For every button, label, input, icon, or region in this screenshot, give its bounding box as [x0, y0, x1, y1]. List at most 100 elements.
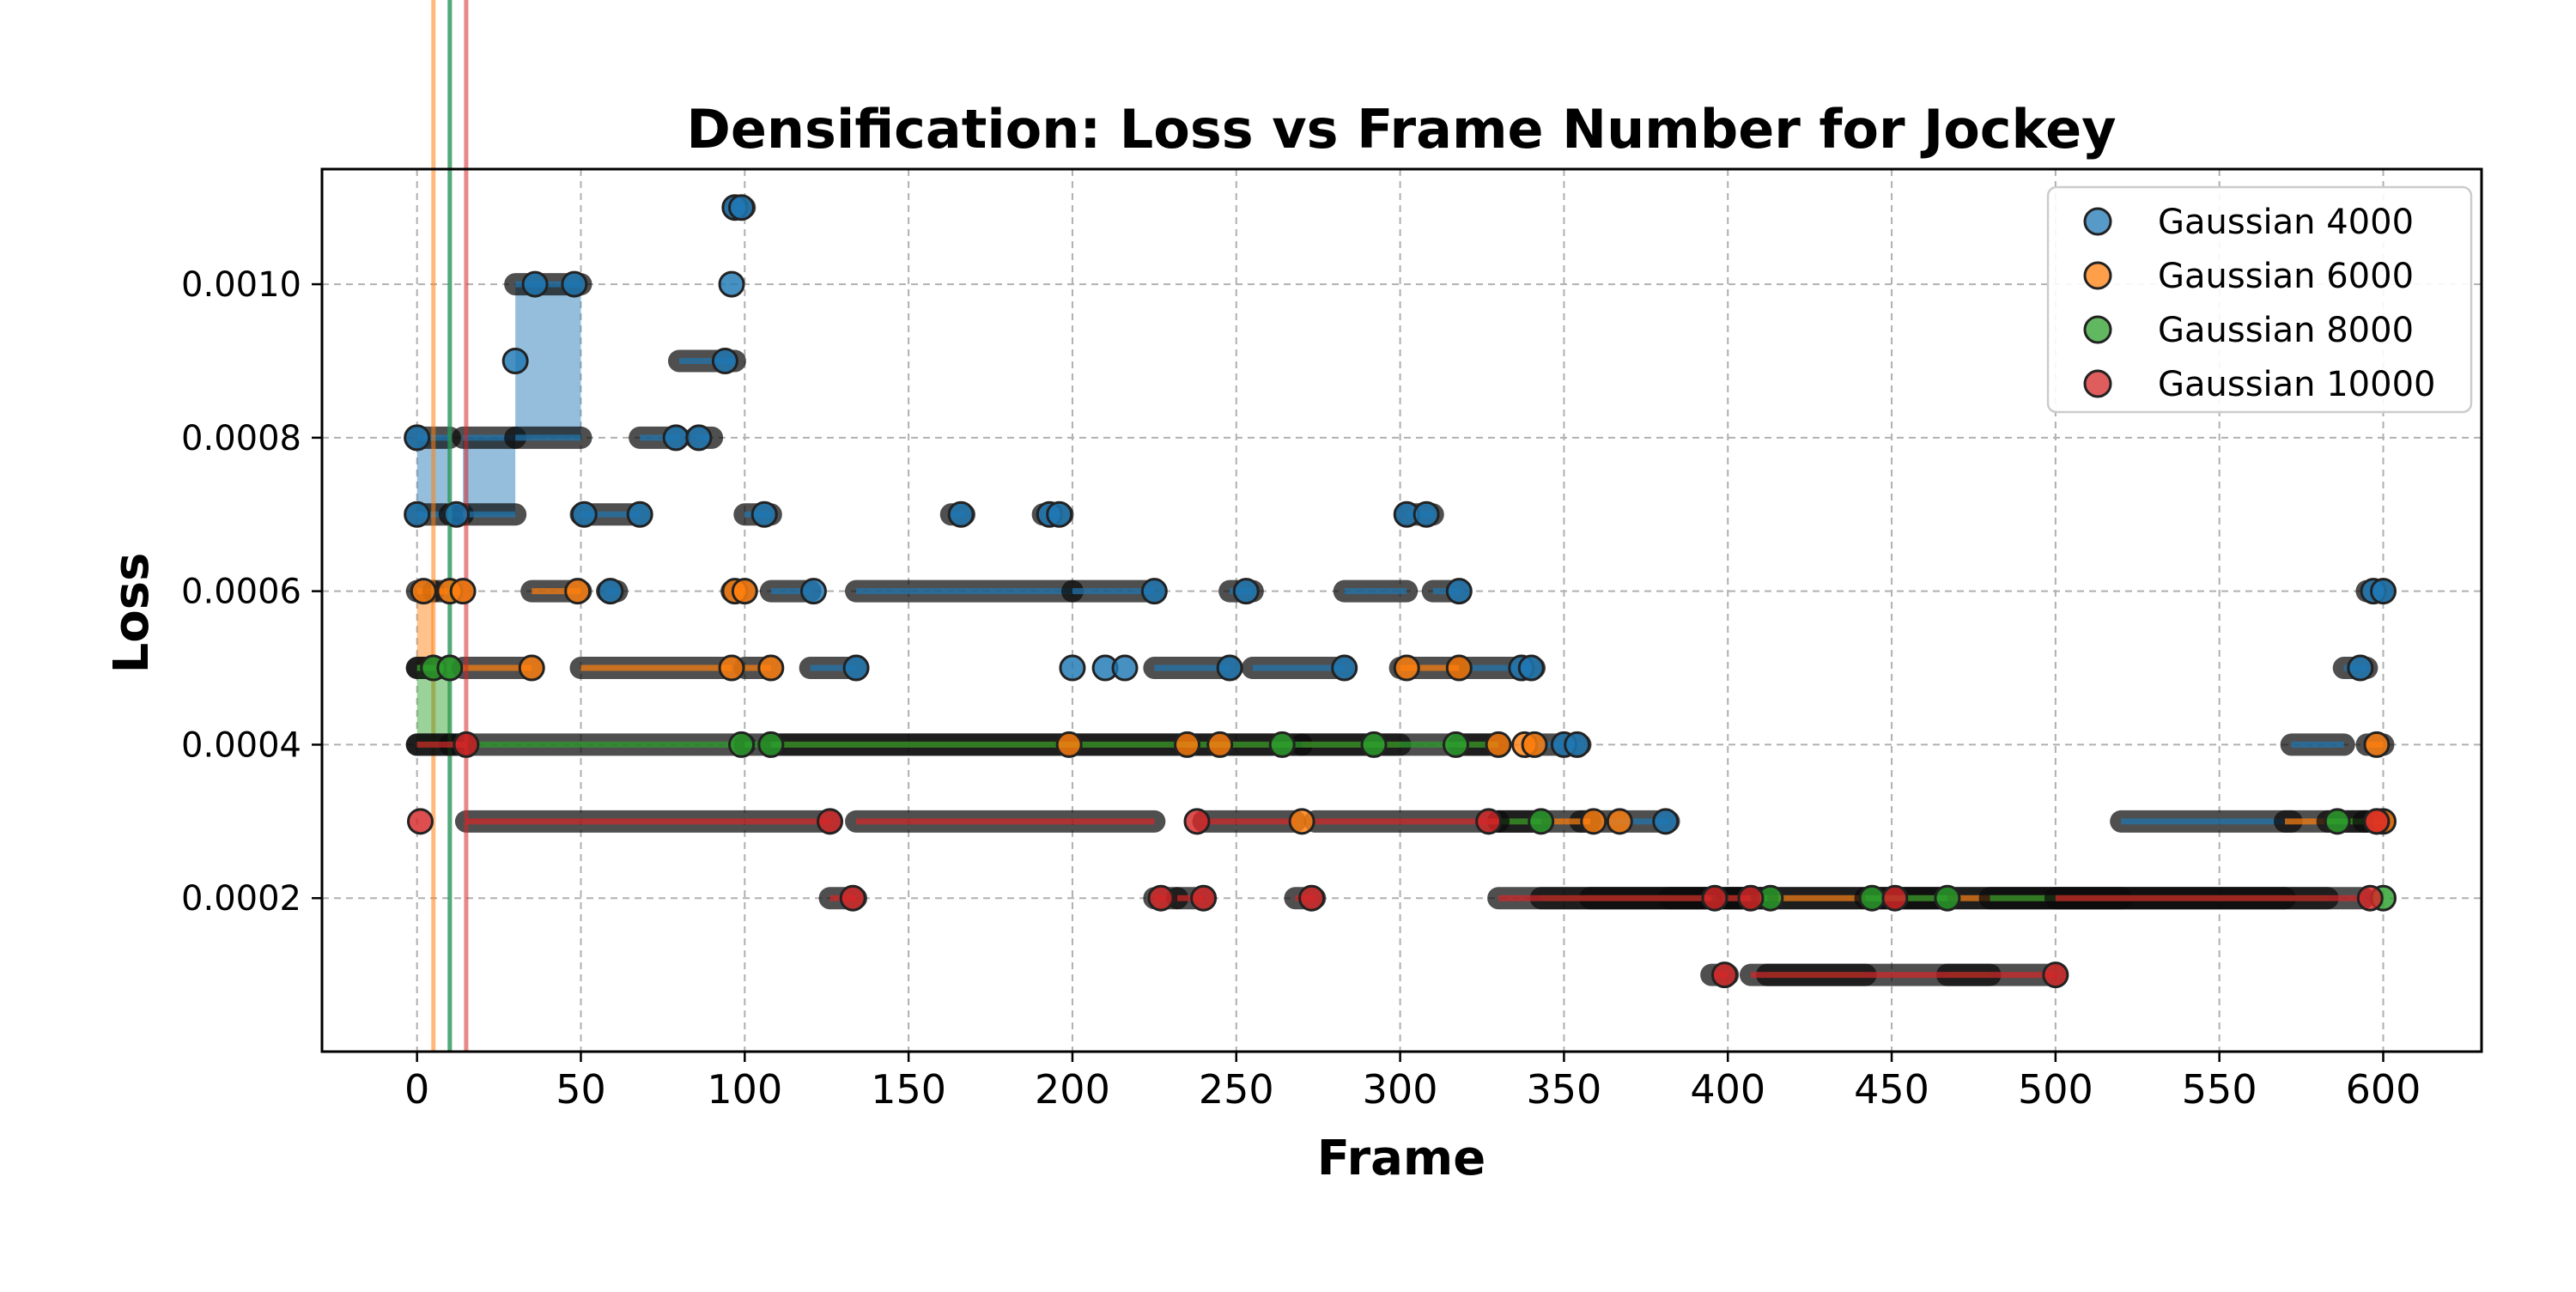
data-point [1580, 808, 1607, 835]
x-tick-label: 500 [2018, 1066, 2093, 1113]
data-point [2356, 884, 2384, 912]
data-point [406, 808, 434, 835]
data-point [1710, 961, 1738, 989]
data-point [1652, 808, 1680, 835]
x-tick-label: 150 [871, 1066, 946, 1113]
legend-marker [2083, 261, 2112, 290]
axis-ticks: 0 50 100 150 200 250 300 350 400 450 500 550 600 0.00… [181, 265, 2421, 1113]
data-point [1485, 731, 1512, 758]
data-point [757, 731, 785, 758]
data-point [449, 578, 477, 605]
data-point [799, 578, 827, 605]
series-band [416, 591, 434, 669]
data-point [2347, 654, 2374, 682]
data-point [718, 654, 745, 682]
x-axis-label: Frame [1317, 1131, 1485, 1186]
data-point [1564, 731, 1591, 758]
data-point [442, 500, 470, 528]
data-point [597, 578, 624, 605]
data-point [1517, 654, 1545, 682]
data-point [1288, 808, 1315, 835]
x-tick-label: 450 [1854, 1066, 1929, 1113]
data-point [404, 424, 431, 452]
data-point [561, 270, 588, 298]
legend-marker [2083, 207, 2112, 236]
x-tick-label: 0 [404, 1066, 429, 1113]
data-point [1298, 884, 1326, 912]
y-tick-label: 0.0008 [181, 419, 301, 458]
data-point [1701, 884, 1728, 912]
data-point [947, 500, 975, 528]
x-tick-label: 350 [1527, 1066, 1602, 1113]
data-point [685, 424, 713, 452]
data-point [1216, 654, 1243, 682]
data-point [1046, 500, 1073, 528]
data-point [453, 731, 480, 758]
legend-label: Gaussian 4000 [2158, 203, 2414, 242]
data-point [626, 500, 653, 528]
data-point [518, 654, 545, 682]
x-tick-label: 250 [1199, 1066, 1274, 1113]
data-point [1331, 654, 1358, 682]
x-tick-label: 50 [556, 1066, 606, 1113]
data-point [842, 654, 870, 682]
data-point [436, 654, 464, 682]
data-point [410, 578, 437, 605]
data-point [1140, 578, 1168, 605]
data-point [727, 731, 755, 758]
legend-marker [2083, 315, 2112, 344]
data-point [1174, 731, 1201, 758]
y-tick-label: 0.0006 [181, 573, 301, 612]
x-tick-label: 550 [2182, 1066, 2257, 1113]
data-point [1206, 731, 1234, 758]
plot-frame [320, 167, 2483, 1053]
data-point [521, 270, 549, 298]
data-point [1147, 884, 1175, 912]
legend: Gaussian 4000 Gaussian 6000 Gaussian 8000 G… [2046, 185, 2473, 414]
data-point [2363, 731, 2391, 758]
data-point [1521, 731, 1548, 758]
legend-box [2046, 185, 2473, 414]
data-point [1475, 808, 1503, 835]
data-point [2042, 961, 2069, 989]
data-point [1111, 654, 1139, 682]
data-point [1445, 654, 1473, 682]
data-point [1232, 578, 1260, 605]
legend-label: Gaussian 8000 [2158, 311, 2414, 350]
y-tick-label: 0.0010 [181, 265, 301, 305]
data-point [1606, 808, 1633, 835]
x-tick-label: 200 [1035, 1066, 1110, 1113]
data-point [404, 500, 431, 528]
data-point [1393, 654, 1420, 682]
data-point [662, 424, 690, 452]
data-point [1445, 578, 1473, 605]
data-point [1737, 884, 1765, 912]
data-point [570, 500, 598, 528]
data-point [839, 884, 866, 912]
legend-label: Gaussian 10000 [2158, 365, 2435, 404]
data-point [1183, 808, 1211, 835]
data-point [1055, 731, 1083, 758]
data-point [2363, 808, 2391, 835]
points-layer [404, 194, 2397, 989]
x-tick-label: 100 [707, 1066, 782, 1113]
data-point [817, 808, 844, 835]
data-point [2324, 808, 2351, 835]
data-point [1059, 654, 1086, 682]
x-tick-label: 600 [2346, 1066, 2421, 1113]
data-point [2370, 578, 2397, 605]
data-point [501, 347, 529, 374]
data-point [757, 654, 785, 682]
data-point [1268, 731, 1296, 758]
data-point [1528, 808, 1555, 835]
y-tick-label: 0.0002 [181, 879, 301, 919]
y-axis-label: Loss [104, 553, 160, 674]
data-point [727, 194, 755, 221]
data-point [1858, 884, 1886, 912]
data-point [1190, 884, 1218, 912]
data-point [718, 270, 745, 298]
data-point [1442, 731, 1469, 758]
data-point [1934, 884, 1961, 912]
